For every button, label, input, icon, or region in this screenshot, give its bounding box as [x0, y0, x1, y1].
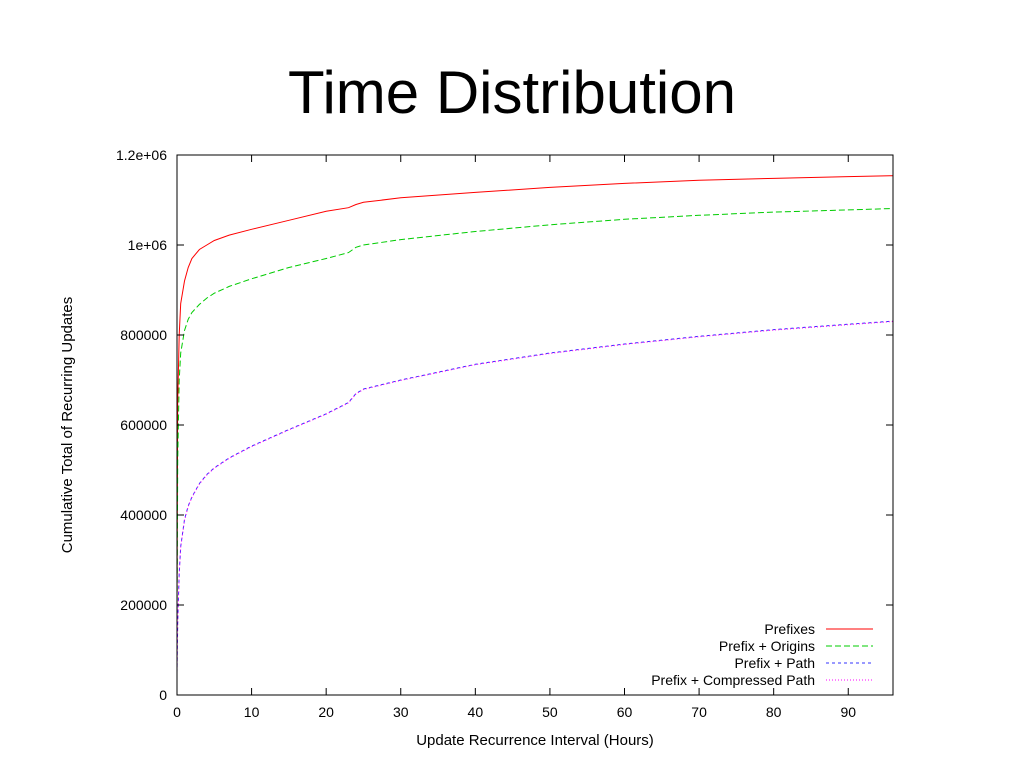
y-tick-label: 600000 — [120, 417, 167, 433]
tick-layer: 0 10 20 30 40 50 60 70 80 90 0 200000 400000 600000 80… — [116, 147, 893, 720]
y-tick-label: 200000 — [120, 597, 167, 613]
y-tick-label: 0 — [159, 687, 167, 703]
y-axis-label: Cumulative Total of Recurring Updates — [59, 297, 76, 554]
plot-frame — [176, 154, 894, 696]
x-tick-label: 60 — [617, 704, 633, 720]
series-line — [176, 320, 894, 673]
y-tick-label: 800000 — [120, 327, 167, 343]
y-tick-label: 1e+06 — [128, 237, 168, 253]
series-line — [176, 208, 894, 628]
x-tick-label: 0 — [173, 704, 181, 720]
x-tick-label: 90 — [840, 704, 856, 720]
y-tick-label: 1.2e+06 — [116, 147, 167, 163]
x-tick-label: 80 — [766, 704, 782, 720]
x-tick-label: 30 — [393, 704, 409, 720]
legend-label: Prefix + Origins — [719, 638, 815, 654]
series-line — [176, 175, 894, 606]
legend-label: Prefix + Path — [734, 655, 815, 671]
x-tick-label: 70 — [691, 704, 707, 720]
legend-label: Prefix + Compressed Path — [651, 672, 815, 688]
x-tick-label: 40 — [468, 704, 484, 720]
x-tick-label: 50 — [542, 704, 558, 720]
x-tick-label: 20 — [318, 704, 334, 720]
x-tick-label: 10 — [244, 704, 260, 720]
slide-title: Time Distribution — [288, 59, 736, 126]
y-tick-label: 400000 — [120, 507, 167, 523]
x-axis-label: Update Recurrence Interval (Hours) — [416, 732, 654, 749]
legend-label: Prefixes — [764, 621, 815, 637]
series-layer — [176, 175, 894, 674]
series-line — [176, 321, 894, 674]
